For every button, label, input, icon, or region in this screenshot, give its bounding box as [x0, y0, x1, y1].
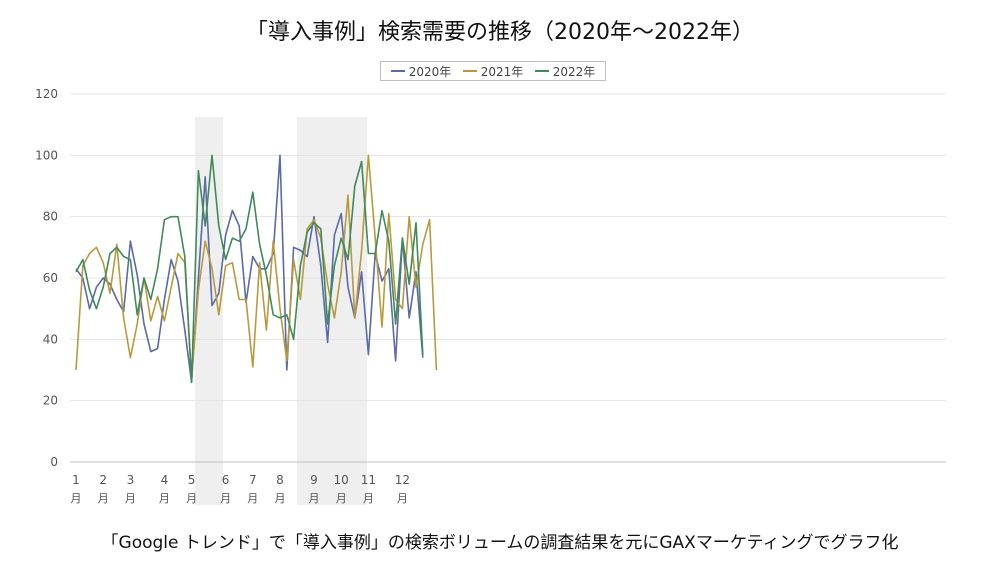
x-tick-label: 12 — [395, 473, 410, 487]
legend-item-2020: 2020年 — [390, 63, 452, 80]
x-tick-unit: 月 — [98, 492, 109, 505]
chart-title: 「導入事例」検索需要の推移（2020年〜2022年） — [246, 20, 754, 45]
x-tick-label: 11 — [361, 473, 376, 487]
x-tick-unit: 月 — [336, 492, 347, 505]
x-tick-unit: 月 — [159, 492, 170, 505]
legend-swatch-2021 — [462, 70, 477, 72]
y-tick-label: 100 — [35, 148, 58, 162]
y-tick-label: 80 — [43, 210, 58, 224]
series-line-2020年 — [75, 154, 424, 384]
x-tick-label: 3 — [127, 473, 135, 487]
x-tick-unit: 月 — [186, 492, 197, 505]
legend-label-2020: 2020年 — [408, 64, 452, 79]
x-tick-label: 8 — [276, 473, 284, 487]
x-tick-unit: 月 — [220, 492, 231, 505]
y-tick-label: 0 — [50, 455, 58, 469]
series-line-2022年 — [75, 154, 424, 384]
legend-item-2022: 2022年 — [534, 63, 596, 80]
x-tick-unit: 月 — [125, 492, 136, 505]
x-tick-unit: 月 — [397, 492, 408, 505]
x-tick-unit: 月 — [247, 492, 258, 505]
chart-legend: 2020年 2021年 2022年 — [380, 61, 606, 81]
x-tick-label: 6 — [222, 473, 230, 487]
legend-item-2021: 2021年 — [462, 63, 524, 80]
legend-swatch-2022 — [534, 70, 549, 72]
x-tick-label: 7 — [249, 473, 257, 487]
legend-swatch-2020 — [390, 70, 405, 72]
x-tick-label: 9 — [310, 473, 318, 487]
x-tick-label: 10 — [334, 473, 349, 487]
x-tick-label: 2 — [99, 473, 107, 487]
legend-label-2021: 2021年 — [480, 64, 524, 79]
legend-label-2022: 2022年 — [552, 64, 596, 79]
y-tick-label: 120 — [35, 87, 58, 101]
y-tick-label: 40 — [43, 332, 58, 346]
x-tick-unit: 月 — [275, 492, 286, 505]
x-tick-unit: 月 — [363, 492, 374, 505]
x-tick-label: 5 — [188, 473, 196, 487]
x-tick-label: 4 — [161, 473, 169, 487]
y-tick-label: 20 — [43, 394, 58, 408]
series-line-2021年 — [75, 154, 438, 381]
x-tick-unit: 月 — [71, 492, 82, 505]
source-caption: 「Google トレンド」で「導入事例」の検索ボリュームの調査結果を元にGAXマ… — [101, 533, 899, 553]
x-tick-unit: 月 — [309, 492, 320, 505]
y-tick-label: 60 — [43, 271, 58, 285]
x-tick-label: 1 — [72, 473, 80, 487]
